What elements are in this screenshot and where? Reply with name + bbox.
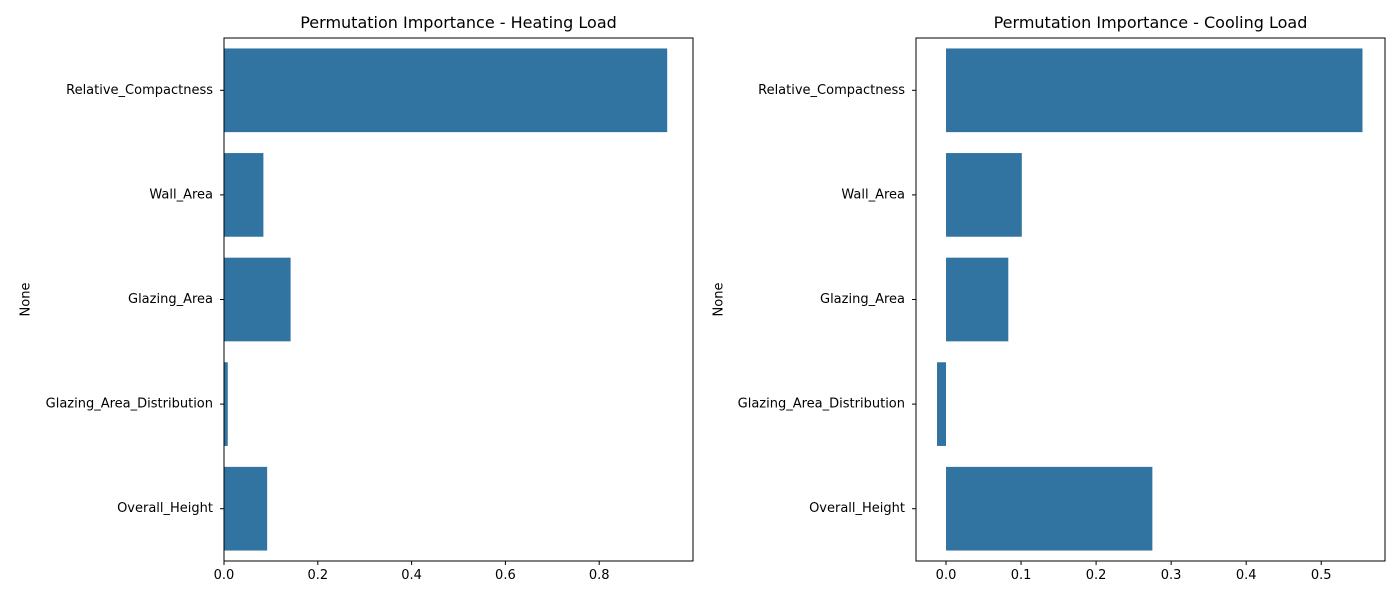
x-tick-label: 0.5 (1311, 568, 1332, 583)
bar-relative-compactness (224, 48, 668, 133)
x-tick-label: 0.2 (307, 568, 328, 583)
x-tick-label: 0.8 (589, 568, 610, 583)
bar-glazing-area-distribution (937, 362, 947, 446)
bar-wall-area (224, 153, 264, 237)
y-tick-label: Overall_Height (809, 501, 905, 516)
chart-title: Permutation Importance - Heating Load (300, 13, 617, 32)
y-tick-label: Overall_Height (117, 501, 213, 516)
y-tick-label: Wall_Area (841, 187, 905, 202)
y-tick-label: Relative_Compactness (66, 83, 213, 98)
chart-panel-1: Relative_Compactness Wall_Area Glazing_Are… (19, 13, 694, 583)
x-tick-label: 0.6 (495, 568, 516, 583)
bar-relative-compactness (946, 48, 1363, 133)
bar-glazing-area (224, 257, 291, 342)
bar-glazing-area (946, 257, 1009, 342)
y-tick-label: Wall_Area (149, 187, 213, 202)
y-tick-label: Glazing_Area_Distribution (46, 397, 213, 412)
y-tick-label: Relative_Compactness (758, 83, 905, 98)
chart-panel-2: Relative_Compactness Wall_Area Glazing_Are… (712, 13, 1386, 583)
bar-glazing-area-distribution (224, 362, 228, 446)
x-tick-label: 0.2 (1086, 568, 1107, 583)
x-tick-label: 0.0 (936, 568, 957, 583)
y-tick-label: Glazing_Area (820, 292, 905, 307)
x-tick-label: 0.3 (1161, 568, 1182, 583)
x-tick-label: 0.4 (401, 568, 422, 583)
x-tick-label: 0.4 (1236, 568, 1257, 583)
chart-title: Permutation Importance - Cooling Load (994, 13, 1308, 32)
x-tick-label: 0.0 (214, 568, 235, 583)
y-axis-label: None (712, 283, 727, 317)
x-tick-label: 0.1 (1011, 568, 1032, 583)
y-tick-label: Glazing_Area (128, 292, 213, 307)
bar-wall-area (946, 153, 1022, 237)
y-tick-label: Glazing_Area_Distribution (738, 397, 905, 412)
y-axis-label: None (19, 283, 34, 317)
bar-overall-height (224, 466, 268, 551)
bar-overall-height (946, 466, 1153, 551)
